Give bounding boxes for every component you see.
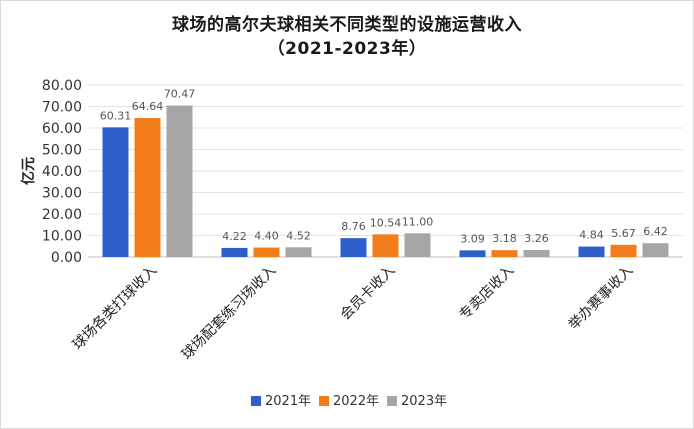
data-label: 70.47 xyxy=(164,87,196,100)
x-tick-label: 会员卡收入 xyxy=(338,263,399,324)
data-label: 10.54 xyxy=(370,216,402,229)
bar xyxy=(221,247,248,257)
data-label: 4.22 xyxy=(222,230,247,243)
data-label: 11.00 xyxy=(402,215,434,228)
legend-label: 2021年 xyxy=(265,394,311,409)
bar xyxy=(459,250,486,257)
bar xyxy=(404,233,431,257)
y-tick-label: 80.00 xyxy=(42,78,82,94)
bar xyxy=(372,234,399,257)
bar xyxy=(340,238,367,257)
data-label: 4.84 xyxy=(579,229,604,242)
bar xyxy=(102,127,129,257)
data-label: 8.76 xyxy=(341,220,366,233)
bar xyxy=(610,244,637,257)
bar xyxy=(134,118,161,257)
data-label: 64.64 xyxy=(132,100,164,113)
bar xyxy=(166,105,193,257)
bar xyxy=(253,247,280,257)
y-tick-label: 10.00 xyxy=(42,229,82,245)
legend-swatch xyxy=(251,396,261,406)
y-axis-title: 亿元 xyxy=(20,157,37,185)
x-tick-label: 专卖店收入 xyxy=(457,263,518,324)
y-tick-label: 20.00 xyxy=(42,207,82,223)
y-tick-label: 70.00 xyxy=(42,100,82,116)
bar xyxy=(491,250,518,257)
x-tick-label: 举办赛事收入 xyxy=(566,263,637,334)
bar xyxy=(642,243,669,257)
data-label: 6.42 xyxy=(643,225,668,238)
data-label: 3.18 xyxy=(492,232,517,245)
data-label: 5.67 xyxy=(611,227,636,240)
bar xyxy=(578,246,605,257)
chart-subtitle: （2021-2023年） xyxy=(267,39,427,59)
data-label: 60.31 xyxy=(100,109,132,122)
data-label: 3.26 xyxy=(524,232,549,245)
bar xyxy=(285,247,312,257)
legend-swatch xyxy=(319,396,329,406)
chart-title: 球场的高尔夫球相关不同类型的设施运营收入 xyxy=(172,15,522,35)
bar xyxy=(523,249,550,257)
y-tick-label: 30.00 xyxy=(42,186,82,202)
x-tick-label: 球场配套练习场收入 xyxy=(179,263,279,363)
data-label: 4.40 xyxy=(254,230,279,243)
legend-swatch xyxy=(387,396,397,406)
y-tick-label: 60.00 xyxy=(42,121,82,137)
y-tick-label: 40.00 xyxy=(42,164,82,180)
legend-label: 2023年 xyxy=(401,394,447,409)
legend-label: 2022年 xyxy=(333,394,379,409)
x-tick-label: 球场各类打球收入 xyxy=(69,262,160,353)
y-tick-label: 50.00 xyxy=(42,143,82,159)
data-label: 4.52 xyxy=(286,229,311,242)
y-tick-label: 0.00 xyxy=(51,250,82,266)
data-label: 3.09 xyxy=(460,232,485,245)
